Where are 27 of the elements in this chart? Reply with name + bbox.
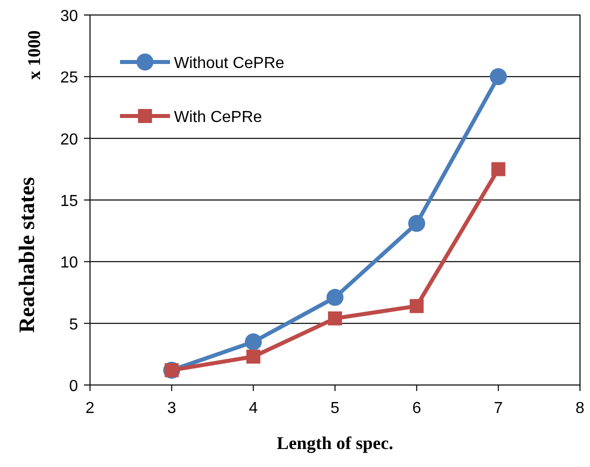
legend-label: With CePRe	[174, 109, 262, 126]
legend-label: Without CePRe	[174, 55, 284, 72]
y-tick-label: 5	[69, 316, 78, 334]
point	[328, 311, 342, 326]
x-tick-label: 2	[86, 400, 95, 417]
x-tick-label: 8	[576, 400, 585, 417]
point	[490, 68, 507, 86]
x-tick-label: 4	[248, 400, 258, 417]
y-tick-label: 20	[60, 131, 78, 148]
x-tick-label: 7	[494, 400, 503, 417]
point	[244, 333, 262, 350]
point	[410, 299, 424, 314]
x-tick-label: 5	[330, 400, 340, 417]
point	[408, 214, 426, 232]
point	[491, 162, 506, 176]
x-axis-title: Length of spec.	[276, 433, 394, 453]
y-tick-label: 10	[60, 254, 78, 272]
point	[326, 288, 344, 306]
text: x 1000	[24, 30, 44, 80]
y-tick-label: 15	[60, 193, 78, 210]
x-tick-label: 6	[412, 400, 422, 417]
point	[246, 350, 260, 364]
y-axis-title: Reachable states	[14, 176, 39, 333]
y-tick-label: 30	[60, 8, 78, 25]
y-tick-label: 25	[60, 70, 78, 87]
y-tick-label: 0	[69, 378, 78, 395]
x-tick-label: 3	[167, 400, 176, 417]
